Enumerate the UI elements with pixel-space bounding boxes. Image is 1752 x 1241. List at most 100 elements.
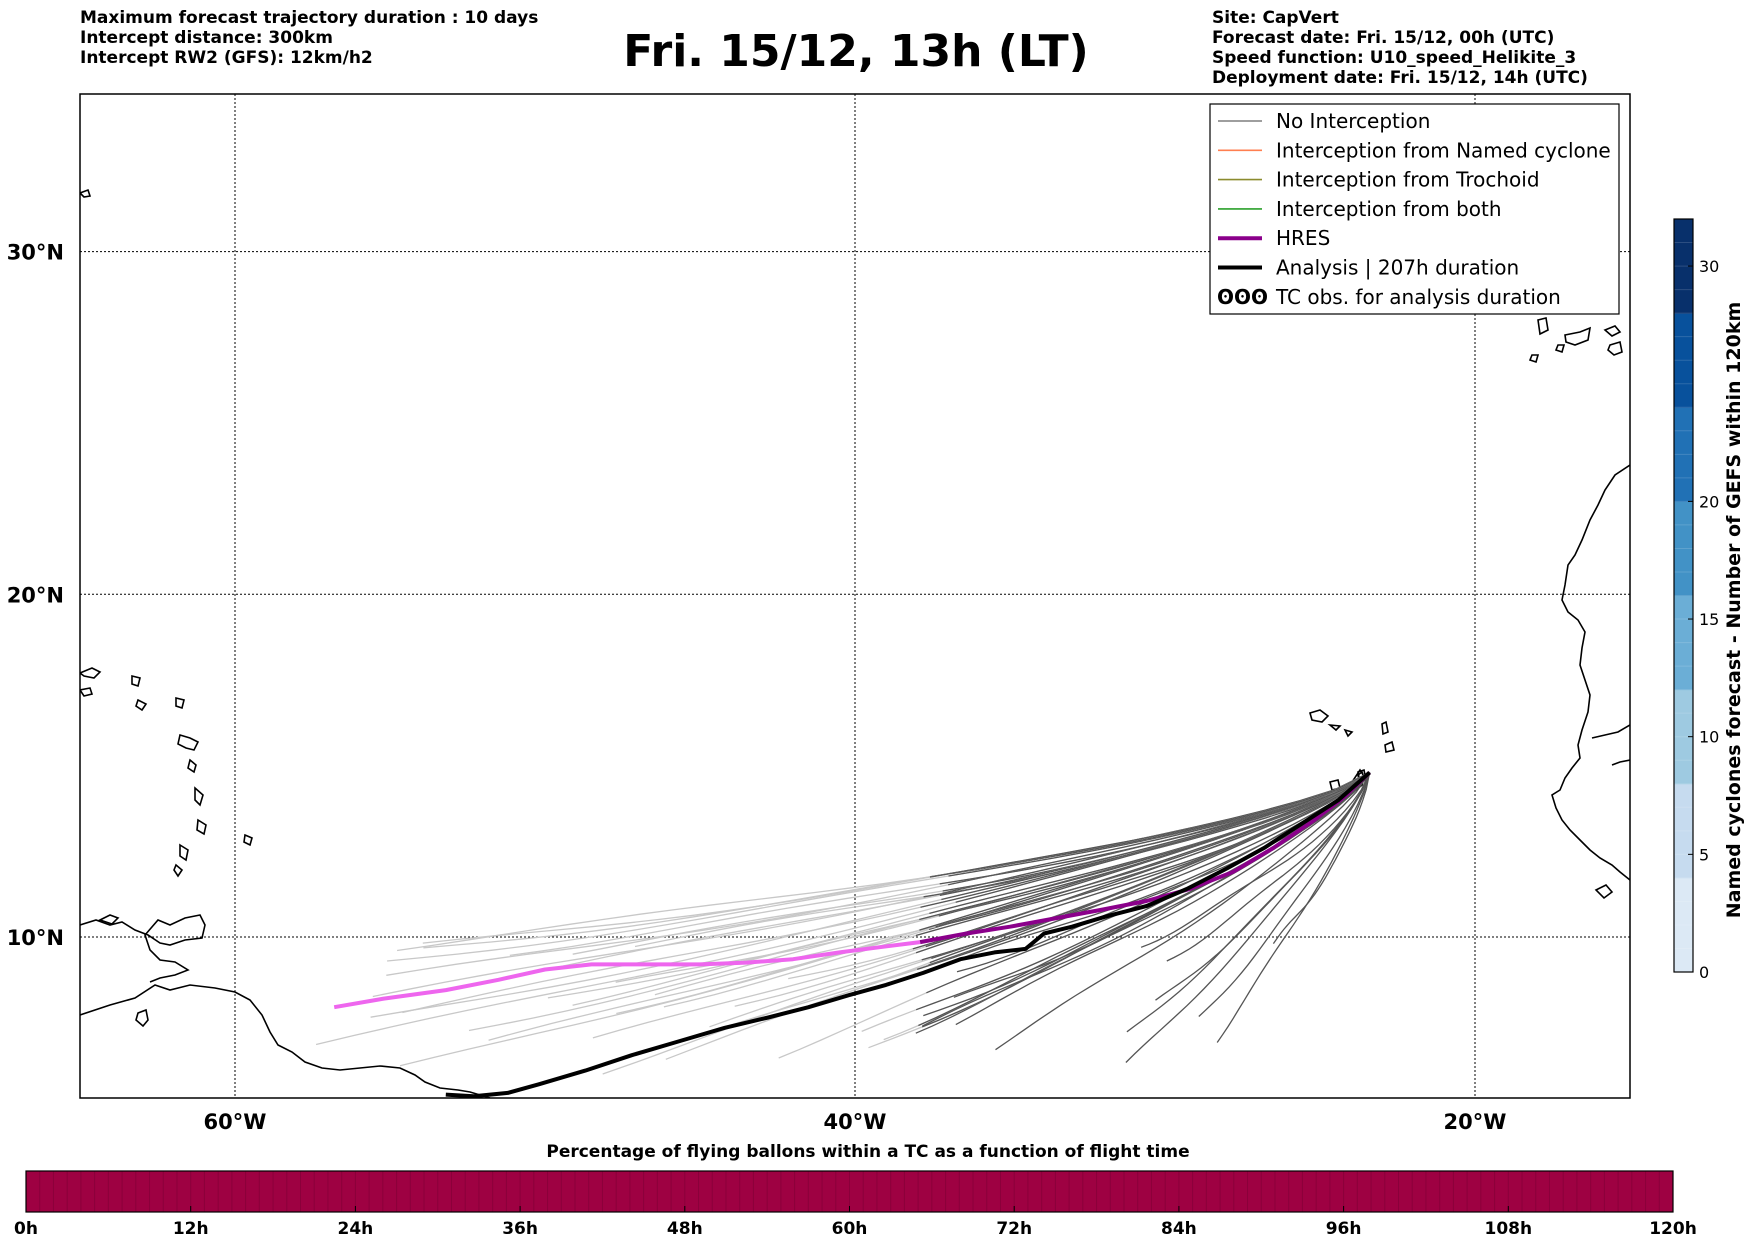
legend-box <box>1209 103 1620 315</box>
antilles-island-g <box>187 758 197 774</box>
graticule <box>80 94 1630 1098</box>
lat-label: 30°N <box>7 241 64 265</box>
trinidad-island <box>135 1008 149 1028</box>
speed-function-text: Speed function: U10_speed_Helikite_3 <box>1212 48 1577 68</box>
lon-label: 40°W <box>824 1110 887 1134</box>
ensemble-track-near-segment <box>919 771 1370 931</box>
tc-percentage-tick-label: 72h <box>996 1219 1032 1239</box>
colorbar-title: Named cyclones forecast - Number of GEFS… <box>1723 302 1745 919</box>
hres-track-faded <box>333 940 921 1010</box>
legend-label: No Interception <box>1276 109 1430 133</box>
site-info-block: Site: CapVert Forecast date: Fri. 15/12,… <box>1212 8 1588 88</box>
antilles-island-d <box>135 698 148 712</box>
ensemble-track-near-segment <box>917 771 1371 971</box>
canary-island-b <box>1564 326 1592 346</box>
antilles-island-k <box>173 863 184 878</box>
antilles-island-i <box>196 818 207 836</box>
cape-verde-island-b <box>1327 723 1342 732</box>
ensemble-track-near-segment <box>929 771 1370 878</box>
tc-percentage-tick-label: 60h <box>832 1219 868 1239</box>
colorbar-frame <box>1673 218 1694 973</box>
ensemble-track-near-segment <box>929 772 1371 964</box>
page-title: Fri. 15/12, 13h (LT) <box>623 26 1089 77</box>
south-america-coastline <box>80 984 491 1098</box>
antilles-island-f <box>177 733 200 751</box>
colorbar-tick-label: 5 <box>1699 845 1709 864</box>
tobago-island <box>97 914 120 925</box>
legend-label: TC obs. for analysis duration <box>1275 285 1561 309</box>
ensemble-track-near-segment <box>925 771 1370 948</box>
ensemble-track <box>1216 772 1371 1043</box>
colorbar-tick-label: 0 <box>1699 963 1709 982</box>
legend: No Interception Interception from Named c… <box>1209 103 1620 315</box>
ensemble-track <box>995 772 1371 1051</box>
tc-percentage-tick-label: 48h <box>667 1219 703 1239</box>
tc-percentage-tick-label: 84h <box>1161 1219 1197 1239</box>
legend-label: Interception from both <box>1276 197 1502 221</box>
west-africa-coast-detail-2 <box>1611 759 1630 766</box>
west-africa-coastline <box>1551 464 1630 881</box>
tc-percentage-tick-label: 108h <box>1485 1219 1533 1239</box>
ensemble-track-near-segment <box>928 771 1370 931</box>
intercept-rw2-text: Intercept RW2 (GFS): 12km/h2 <box>80 48 373 68</box>
ensemble-trajectories <box>315 771 1371 1075</box>
coastlines <box>80 188 1630 1098</box>
antilles-island-e <box>175 696 185 710</box>
forecast-date-text: Forecast date: Fri. 15/12, 00h (UTC) <box>1212 28 1555 48</box>
legend-tc-symbol: ʘʘʘ <box>1217 285 1268 309</box>
antilles-island-a <box>80 667 102 679</box>
colorbar-tick-label: 15 <box>1699 610 1719 629</box>
canary-island-c <box>1603 325 1622 337</box>
ensemble-track-near-segment <box>955 771 1370 903</box>
antilles-island-m <box>80 188 92 198</box>
ensemble-track <box>1140 772 1371 948</box>
colorbar-segment <box>1674 877 1693 973</box>
colorbar-segment <box>1674 501 1693 596</box>
cape-verde-island-d <box>1381 720 1389 736</box>
legend-label: HRES <box>1276 226 1330 250</box>
main-tracks <box>333 771 1371 1098</box>
lat-label: 10°N <box>7 926 64 950</box>
tc-percentage-tick-label: 12h <box>173 1219 209 1239</box>
map-plot-area <box>80 94 1630 1098</box>
tc-percentage-tick-label: 120h <box>1649 1219 1697 1239</box>
antilles-island-h <box>194 786 204 807</box>
tc-percentage-title: Percentage of flying ballons within a TC… <box>546 1142 1189 1162</box>
tc-percentage-bar <box>25 1170 1674 1213</box>
colorbar-segment <box>1674 689 1693 785</box>
ensemble-track <box>1126 772 1371 1033</box>
legend-label: Analysis | 207h duration <box>1276 256 1519 280</box>
longitude-labels: 60°W 40°W 20°W <box>204 1110 1507 1134</box>
colorbar-tick-label: 20 <box>1699 492 1719 511</box>
deployment-date-text: Deployment date: Fri. 15/12, 14h (UTC) <box>1212 68 1588 88</box>
lon-label: 20°W <box>1444 1110 1507 1134</box>
canary-island-e <box>1554 344 1566 354</box>
legend-label: Interception from Named cyclone <box>1276 138 1611 162</box>
ensemble-track <box>955 772 1371 1026</box>
cyclone-count-colorbar: 0 5 10 15 20 30 Named cyclones forecast - Numb… <box>1673 218 1745 982</box>
colorbar-tick-label: 10 <box>1699 728 1719 747</box>
cape-verde-island-e <box>1384 740 1395 753</box>
antilles-island-c <box>131 674 141 688</box>
lon-label: 60°W <box>204 1110 267 1134</box>
intercept-distance-text: Intercept distance: 300km <box>80 28 333 48</box>
colorbar-segment <box>1674 407 1693 502</box>
antilles-island-l <box>243 833 253 847</box>
tc-percentage-tick-label: 24h <box>338 1219 374 1239</box>
west-africa-coast-detail <box>1591 724 1630 739</box>
ensemble-track <box>1198 772 1371 1017</box>
cape-verde-island-c <box>1343 728 1354 738</box>
colorbar-tick-label: 30 <box>1699 257 1719 276</box>
legend-label: Interception from Trochoid <box>1276 168 1540 192</box>
ensemble-track <box>1166 772 1371 962</box>
max-duration-text: Maximum forecast trajectory duration : 1… <box>80 8 539 28</box>
site-text: Site: CapVert <box>1212 8 1339 28</box>
ensemble-track <box>1272 772 1371 944</box>
ensemble-track-near-segment <box>935 771 1370 928</box>
cape-verde-island-a <box>1309 709 1330 723</box>
bijagos-islands <box>1594 884 1614 900</box>
lat-label: 20°N <box>7 583 64 607</box>
antilles-island-j <box>179 843 189 862</box>
canary-island-a <box>1537 317 1549 336</box>
